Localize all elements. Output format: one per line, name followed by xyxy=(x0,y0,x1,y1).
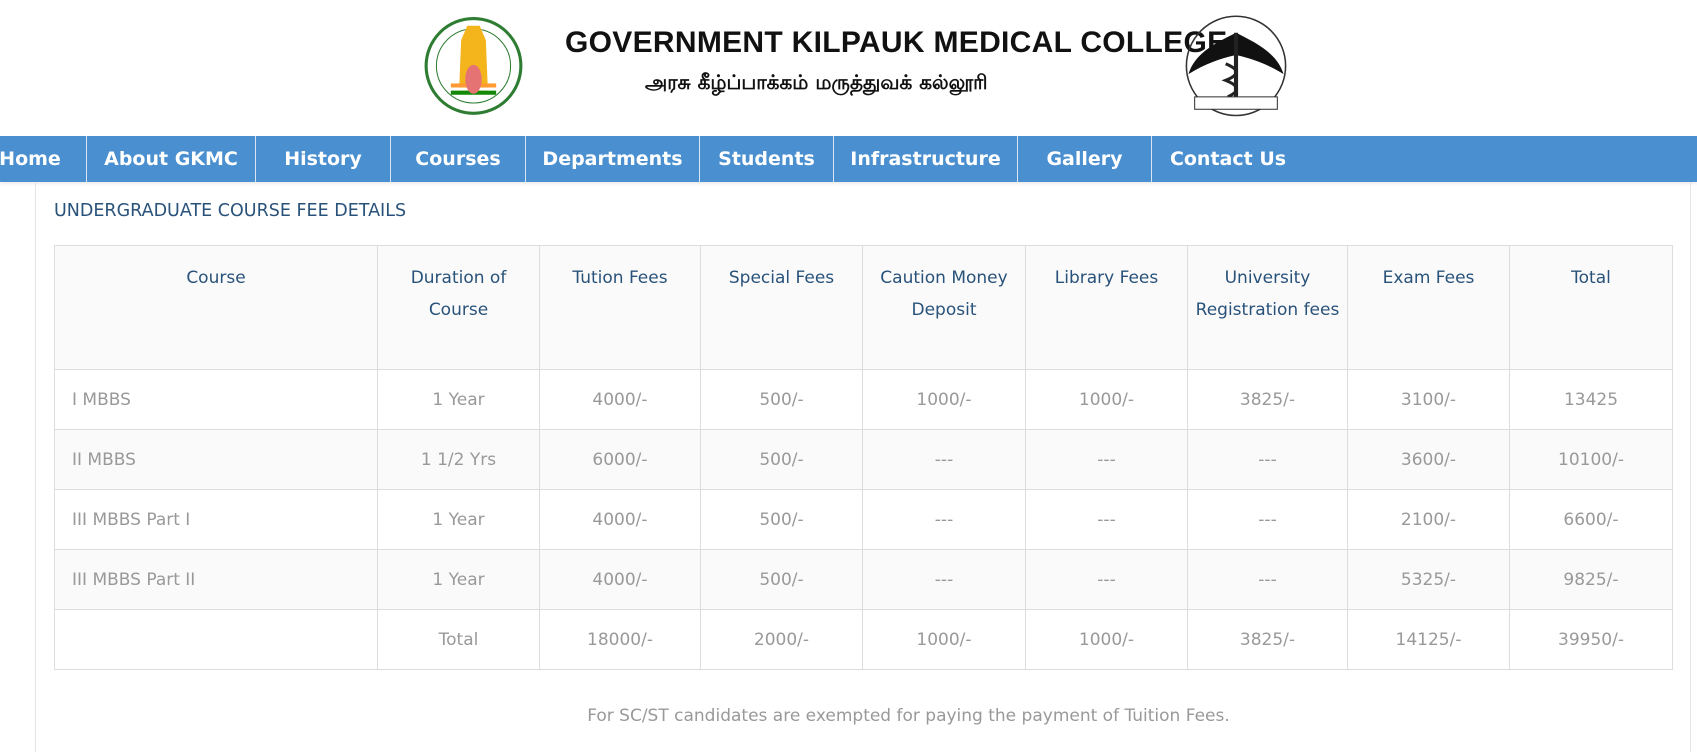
column-header: Course xyxy=(54,245,378,370)
column-header: Tution Fees xyxy=(539,245,701,370)
table-cell: 39950/- xyxy=(1509,609,1673,670)
column-header: Library Fees xyxy=(1025,245,1188,370)
table-cell: 1000/- xyxy=(862,609,1026,670)
nav-students[interactable]: Students xyxy=(700,136,834,182)
content-panel xyxy=(35,182,1691,752)
table-row: III MBBS Part II 1 Year 4000/- 500/- --- --- -… xyxy=(54,549,1673,610)
nav-history[interactable]: History xyxy=(256,136,391,182)
table-cell: 500/- xyxy=(700,369,863,430)
table-row: I MBBS 1 Year 4000/- 500/- 1000/- 1000/- 3825/… xyxy=(54,369,1673,430)
table-cell: 2100/- xyxy=(1347,489,1510,550)
table-total-row: Total 18000/- 2000/- 1000/- 1000/- 3825/- 1412… xyxy=(54,609,1673,670)
table-cell: 9825/- xyxy=(1509,549,1673,610)
table-cell: 2000/- xyxy=(700,609,863,670)
nav-contact-us[interactable]: Contact Us xyxy=(1169,148,1287,170)
table-cell: 3825/- xyxy=(1187,609,1348,670)
table-cell: 3100/- xyxy=(1347,369,1510,430)
column-header: Caution Money Deposit xyxy=(862,245,1026,370)
table-cell: --- xyxy=(862,549,1026,610)
nav-home[interactable]: Home xyxy=(0,136,87,182)
table-cell: 10100/- xyxy=(1509,429,1673,490)
table-cell: Total xyxy=(377,609,540,670)
table-cell: 14125/- xyxy=(1347,609,1510,670)
table-cell xyxy=(54,609,378,670)
table-cell: --- xyxy=(1025,549,1188,610)
table-cell: --- xyxy=(1025,489,1188,550)
tamil-nadu-emblem-logo xyxy=(424,16,523,115)
table-cell: 500/- xyxy=(700,549,863,610)
nav-gallery[interactable]: Gallery xyxy=(1018,136,1152,182)
table-cell: 1000/- xyxy=(1025,609,1188,670)
column-header: Duration of Course xyxy=(377,245,540,370)
nav-departments[interactable]: Departments xyxy=(526,136,700,182)
table-cell: 1000/- xyxy=(862,369,1026,430)
table-header-row: Course Duration of Course Tution Fees Speci… xyxy=(54,245,1673,370)
column-header: Total xyxy=(1509,245,1673,370)
column-header: Exam Fees xyxy=(1347,245,1510,370)
table-cell: III MBBS Part II xyxy=(54,549,378,610)
table-cell: 1 1/2 Yrs xyxy=(377,429,540,490)
table-cell: 1 Year xyxy=(377,369,540,430)
college-title-tamil: அரசு கீழ்ப்பாக்கம் மருத்துவக் கல்லூரி xyxy=(645,70,988,94)
table-cell: 4000/- xyxy=(539,369,701,430)
table-cell: 18000/- xyxy=(539,609,701,670)
table-cell: II MBBS xyxy=(54,429,378,490)
table-cell: 4000/- xyxy=(539,489,701,550)
table-cell: --- xyxy=(862,489,1026,550)
table-cell: --- xyxy=(1187,549,1348,610)
table-cell: 3600/- xyxy=(1347,429,1510,490)
column-header: Special Fees xyxy=(700,245,863,370)
nav-courses[interactable]: Courses xyxy=(391,136,526,182)
table-cell: 1000/- xyxy=(1025,369,1188,430)
table-cell: 6000/- xyxy=(539,429,701,490)
table-cell: 3825/- xyxy=(1187,369,1348,430)
table-cell: 13425 xyxy=(1509,369,1673,430)
table-cell: I MBBS xyxy=(54,369,378,430)
college-title: GOVERNMENT KILPAUK MEDICAL COLLEGE xyxy=(565,26,1228,59)
table-cell: 1 Year xyxy=(377,489,540,550)
table-cell: 6600/- xyxy=(1509,489,1673,550)
table-cell: 500/- xyxy=(700,429,863,490)
table-row: II MBBS 1 1/2 Yrs 6000/- 500/- --- --- --- 3600… xyxy=(54,429,1673,490)
table-cell: III MBBS Part I xyxy=(54,489,378,550)
table-cell: --- xyxy=(862,429,1026,490)
table-cell: 4000/- xyxy=(539,549,701,610)
main-nav: Home About GKMC History Courses Departme… xyxy=(0,136,1697,182)
nav-infrastructure[interactable]: Infrastructure xyxy=(834,136,1018,182)
table-cell: --- xyxy=(1187,489,1348,550)
table-cell: --- xyxy=(1025,429,1188,490)
column-header: University Registration fees xyxy=(1187,245,1348,370)
fee-table: Course Duration of Course Tution Fees Speci… xyxy=(54,245,1673,670)
gkmc-seal-logo xyxy=(1185,15,1287,117)
section-title: UNDERGRADUATE COURSE FEE DETAILS xyxy=(54,201,407,221)
nav-about-gkmc[interactable]: About GKMC xyxy=(87,136,256,182)
table-cell: 1 Year xyxy=(377,549,540,610)
table-cell: 5325/- xyxy=(1347,549,1510,610)
table-cell: --- xyxy=(1187,429,1348,490)
table-cell: 500/- xyxy=(700,489,863,550)
sc-st-note: For SC/ST candidates are exempted for pa… xyxy=(587,706,1230,726)
